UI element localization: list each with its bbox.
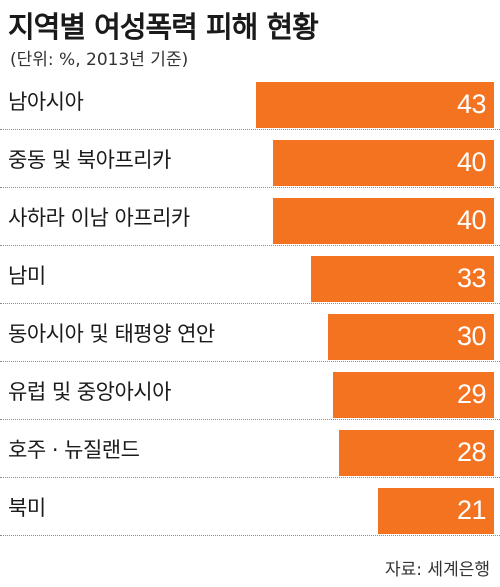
- row-separator: [0, 535, 500, 536]
- row-separator: [0, 187, 500, 188]
- bar: 33: [311, 256, 494, 302]
- bar: 29: [333, 372, 494, 418]
- bar: 40: [272, 140, 494, 186]
- category-label: 북미: [8, 496, 46, 520]
- bar: 43: [256, 82, 494, 128]
- bar-row: 호주 · 뉴질랜드 28: [0, 420, 500, 478]
- bar-row: 사하라 이남 아프리카 40: [0, 188, 500, 246]
- bar-value-label: 43: [456, 89, 487, 119]
- category-label: 중동 및 북아프리카: [8, 148, 171, 172]
- bar-value-label: 28: [456, 437, 487, 467]
- bar-value-label: 21: [456, 495, 487, 525]
- chart-title: 지역별 여성폭력 피해 현황: [8, 10, 319, 44]
- bar-row: 남아시아 43: [0, 72, 500, 130]
- category-label: 남아시아: [8, 90, 84, 114]
- row-separator: [0, 419, 500, 420]
- bar-value-label: 40: [456, 205, 487, 235]
- bar-row: 동아시아 및 태평양 연안 30: [0, 304, 500, 362]
- row-separator: [0, 477, 500, 478]
- bar: 28: [339, 430, 494, 476]
- row-separator: [0, 129, 500, 130]
- category-label: 호주 · 뉴질랜드: [8, 438, 140, 462]
- category-label: 동아시아 및 태평양 연안: [8, 322, 215, 346]
- bar-row: 남미 33: [0, 246, 500, 304]
- row-separator: [0, 303, 500, 304]
- bar: 40: [272, 198, 494, 244]
- chart-subtitle: (단위: %, 2013년 기준): [10, 50, 189, 70]
- category-label: 유럽 및 중앙아시아: [8, 380, 171, 404]
- category-label: 사하라 이남 아프리카: [8, 206, 190, 230]
- row-separator: [0, 361, 500, 362]
- source-note: 자료: 세계은행: [385, 560, 490, 580]
- bar-value-label: 30: [456, 321, 487, 351]
- bar-value-label: 40: [456, 147, 487, 177]
- bar-value-label: 29: [456, 379, 487, 409]
- bar: 30: [327, 314, 494, 360]
- bar-value-label: 33: [456, 263, 487, 293]
- row-separator: [0, 245, 500, 246]
- bar-row: 유럽 및 중앙아시아 29: [0, 362, 500, 420]
- bar-row: 북미 21: [0, 478, 500, 536]
- category-label: 남미: [8, 264, 46, 288]
- bar-row: 중동 및 북아프리카 40: [0, 130, 500, 188]
- bar-chart: 남아시아 43 중동 및 북아프리카 40 사하라 이남 아프리카 40 남미 33 동아시아 …: [0, 72, 500, 550]
- bar: 21: [377, 488, 494, 534]
